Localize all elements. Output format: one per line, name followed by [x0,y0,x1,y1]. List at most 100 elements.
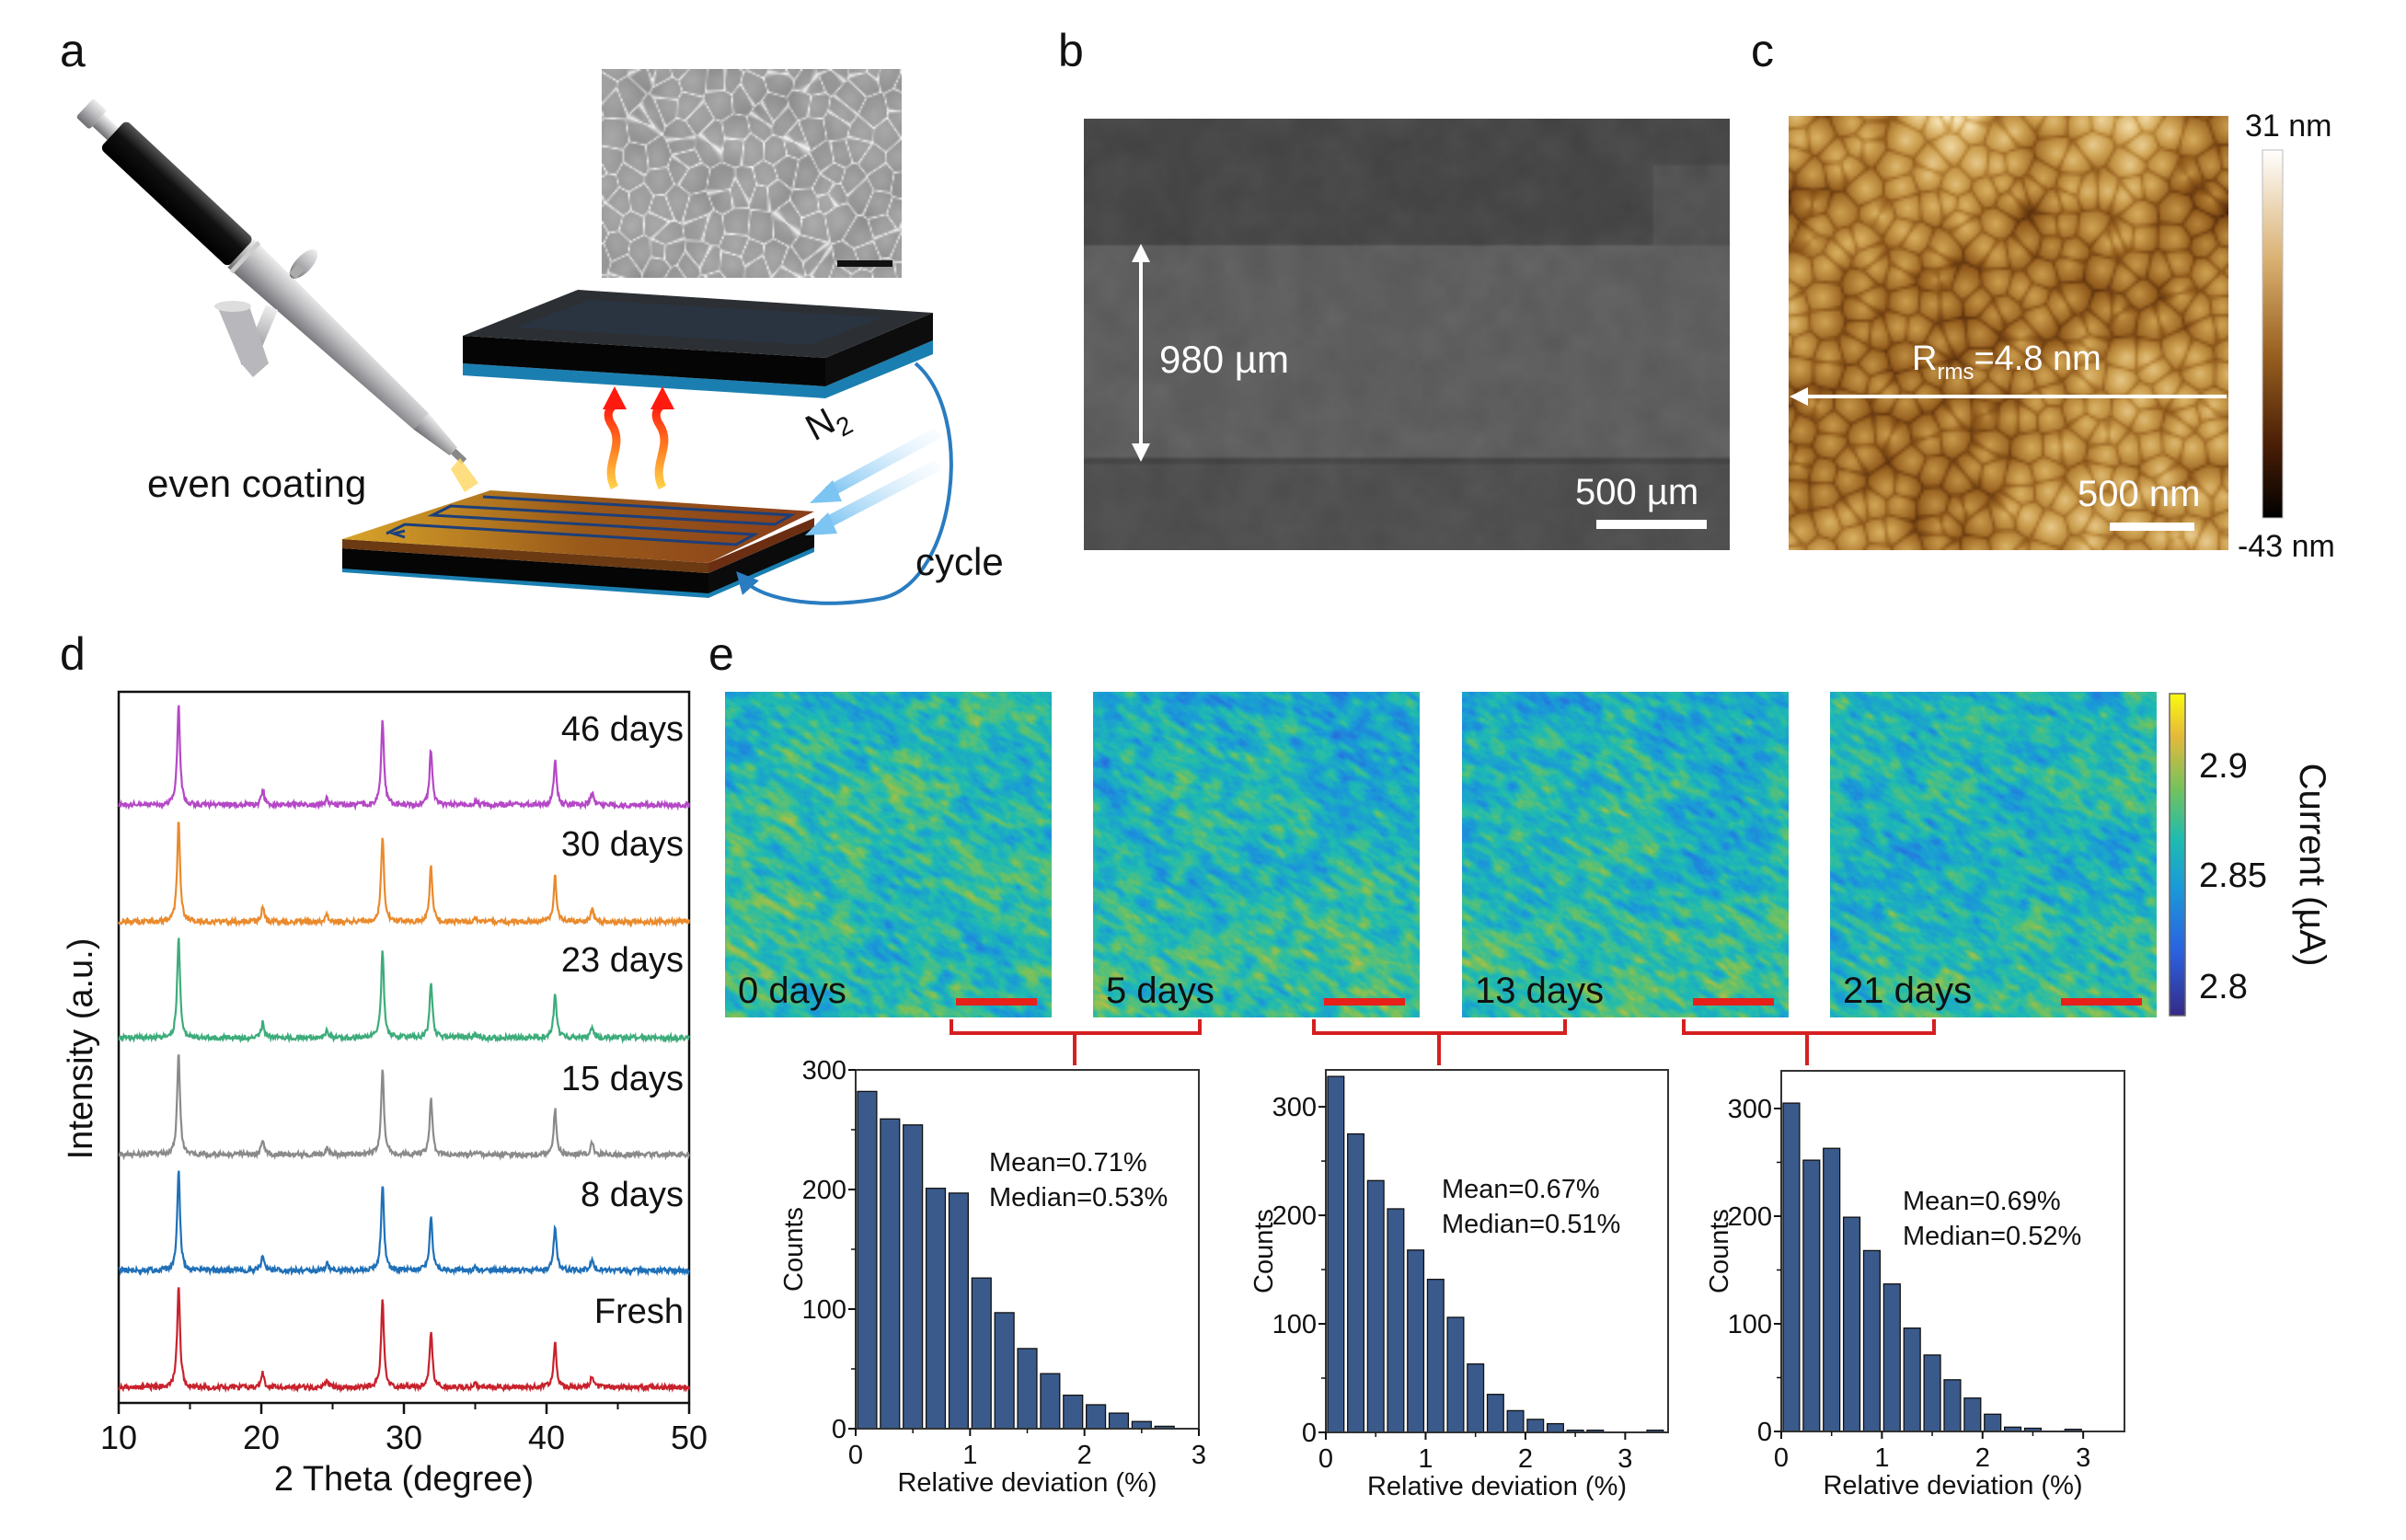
histogram-bar [1446,1316,1465,1433]
xrd-series-label: 8 days [581,1176,684,1214]
histogram-bar [948,1192,969,1430]
histogram-x-axis-label: Relative deviation (%) [897,1468,1157,1498]
colorbar-max-label: 31 nm [2245,109,2332,144]
histogram-frame [1780,1070,2125,1432]
histogram-x-tick-label: 1 [1874,1443,1889,1473]
xrd-trace-fresh [118,1287,691,1394]
histogram-bar [880,1118,901,1430]
histogram-x-tick-label: 2 [1518,1444,1533,1474]
histogram-y-tick-label: 300 [1728,1095,1772,1124]
xrd-series-label: Fresh [594,1293,684,1331]
xrd-series-label: 23 days [561,941,684,980]
histogram-y-tick-label: 0 [1302,1419,1317,1448]
histogram-frame [1325,1069,1669,1433]
histogram-bar [1347,1132,1365,1433]
histogram-x-tick-label: 1 [1418,1444,1433,1474]
median-annotation: Median=0.53% [989,1183,1168,1212]
map-day-label: 13 days [1475,971,1604,1011]
sem-scale-label: 500 µm [1575,472,1698,512]
histogram-bar [1131,1420,1152,1430]
colorbar-tick-2.85: 2.85 [2199,856,2267,895]
histogram-bar [1782,1102,1801,1432]
thickness-label: 980 µm [1159,338,1289,381]
histogram-x-tick-label: 3 [2076,1443,2090,1473]
histogram-bar [903,1124,924,1430]
xrd-x-tick-label: 10 [100,1419,137,1456]
histogram-x-axis-label: Relative deviation (%) [1823,1471,2082,1500]
histogram-bar [1327,1075,1345,1433]
sem-cross-section-image [1084,119,1730,550]
histogram-bar [1426,1279,1445,1433]
xrd-x-tick-label: 30 [386,1419,422,1456]
histogram-bar [1823,1147,1841,1432]
nitrogen-flow-arrows [805,427,942,535]
histogram-y-tick-label: 100 [1272,1310,1317,1339]
histogram-y-tick-label: 200 [1272,1201,1317,1231]
histogram-hist-5days: 0 100 200 300 0 1 2 3 Relative deviation (%) Coun… [779,1056,1206,1498]
airbrush-icon [76,99,467,465]
histogram-bar [1040,1373,1061,1430]
histogram-bar [1486,1394,1504,1433]
colorbar-tick-2.9: 2.9 [2199,747,2248,786]
histogram-bar [1086,1404,1107,1430]
histogram-bar [1802,1159,1821,1432]
xrd-x-tick-label: 40 [528,1419,565,1456]
histogram-bar [1387,1208,1405,1433]
histogram-bar [1923,1354,1941,1432]
histogram-bar [1963,1397,1982,1432]
histogram-y-tick-label: 0 [1757,1418,1772,1447]
histogram-x-tick-label: 0 [1318,1444,1333,1474]
histogram-bar [1467,1363,1485,1433]
paint-cup-icon [218,304,269,377]
histogram-bar [1526,1419,1545,1433]
histogram-bar [1108,1412,1130,1430]
panel-label-b: b [1058,25,1084,76]
map-scale-bar [1693,998,1774,1006]
histogram-bar [1882,1283,1901,1432]
height-colorbar [2262,149,2284,519]
sem-scale-bar [1596,520,1707,529]
current-colorbar: 2.9 2.85 2.8 Current (µA) [2169,693,2332,1017]
histogram-bar [1546,1422,1564,1433]
map-day-label: 21 days [1843,971,1972,1011]
panel-label-a: a [60,25,86,76]
afm-scale-bar [2110,523,2194,531]
histogram-bar [1407,1249,1425,1433]
xrd-x-tick-label: 20 [243,1419,280,1456]
sem-inset-image [602,69,902,278]
current-map-13-days [1462,692,1789,1017]
histogram-bar [1063,1394,1084,1430]
histogram-bar [857,1090,878,1430]
histogram-bar [994,1312,1015,1430]
histogram-x-tick-label: 2 [1077,1441,1092,1470]
xrd-chart: 46 days 30 days 23 days 15 days 8 days Fresh 1… [62,690,708,1499]
panel-label-c: c [1751,25,1774,76]
mean-annotation: Mean=0.67% [1442,1175,1600,1204]
histogram-y-tick-label: 100 [1728,1310,1772,1339]
histogram-x-axis-label: Relative deviation (%) [1367,1472,1627,1501]
histogram-x-tick-label: 3 [1191,1441,1206,1470]
xrd-trace-46-days [118,705,691,811]
cycle-label: cycle [915,540,1004,583]
bottom-substrate-slab [342,490,814,598]
histogram-y-tick-label: 200 [802,1176,846,1205]
map-to-histogram-brackets [950,1019,1936,1065]
afm-scale-label: 500 nm [2078,474,2200,514]
xrd-series-label: 15 days [561,1060,684,1098]
afm-height-image [1789,116,2228,550]
roughness-label: Rrms=4.8 nm [1912,339,2101,385]
xrd-x-tick-label: 50 [671,1419,708,1456]
current-maps: 0 days 5 days 13 days 21 days [738,971,2142,1011]
spray-coating-schematic: N2 cycle even coating [76,99,1004,605]
histogram-bar [1903,1327,1921,1432]
xrd-x-axis-label: 2 Theta (degree) [274,1460,534,1499]
mean-annotation: Mean=0.71% [989,1148,1147,1178]
map-scale-bar [956,998,1037,1006]
histogram-bar [1862,1249,1882,1432]
bracket [1312,1019,1567,1065]
current-map-5-days [1093,692,1420,1017]
histogram-y-axis-label: Counts [779,1207,809,1292]
